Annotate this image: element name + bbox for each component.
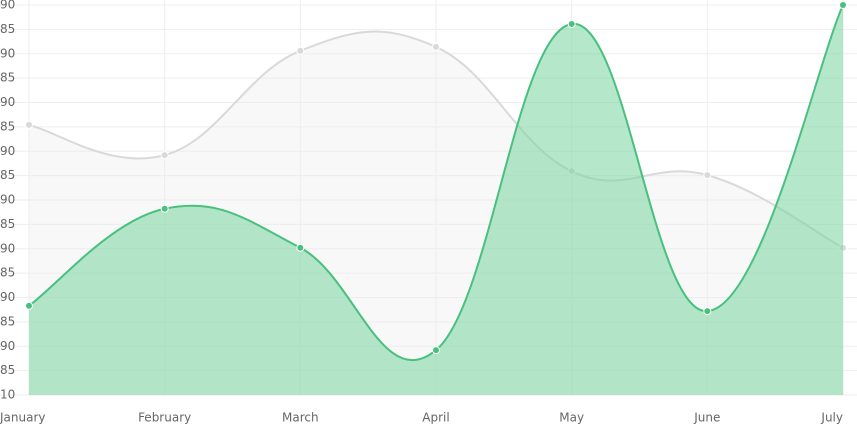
y-tick-label: 90 bbox=[0, 339, 15, 353]
x-tick-label: April bbox=[422, 411, 449, 425]
point bbox=[25, 301, 33, 310]
x-tick-label: May bbox=[559, 411, 584, 425]
y-tick-label: 90 bbox=[0, 46, 15, 60]
y-tick-label: 85 bbox=[0, 363, 15, 377]
y-tick-label: 85 bbox=[0, 119, 15, 133]
point bbox=[296, 243, 305, 252]
x-tick-label: February bbox=[138, 411, 191, 425]
x-tick-label: March bbox=[282, 411, 319, 425]
y-tick-label: 10 bbox=[0, 388, 15, 402]
y-tick-label: 85 bbox=[0, 314, 15, 328]
point bbox=[432, 346, 440, 355]
point bbox=[703, 171, 712, 180]
x-tick-label: June bbox=[693, 411, 720, 425]
x-tick-label: July bbox=[820, 411, 843, 425]
point bbox=[567, 20, 576, 29]
y-tick-label: 90 bbox=[0, 290, 15, 304]
point bbox=[296, 46, 305, 55]
y-tick-label: 85 bbox=[0, 266, 15, 280]
area-fill bbox=[29, 5, 843, 395]
point bbox=[25, 120, 33, 129]
y-tick-label: 90 bbox=[0, 241, 15, 255]
y-tick-label: 85 bbox=[0, 22, 15, 36]
point bbox=[839, 1, 847, 9]
y-tick-label: 85 bbox=[0, 217, 15, 231]
point bbox=[703, 307, 712, 316]
y-tick-label: 90 bbox=[0, 95, 15, 109]
y-tick-label: 85 bbox=[0, 168, 15, 182]
line bbox=[28, 4, 844, 361]
y-tick-label: 90 bbox=[0, 0, 15, 12]
y-tick-label: 90 bbox=[0, 144, 15, 158]
point bbox=[160, 204, 169, 213]
y-tick-label: 90 bbox=[0, 193, 15, 207]
y-tick-label: 85 bbox=[0, 71, 15, 85]
point bbox=[160, 151, 169, 160]
point bbox=[432, 42, 440, 51]
x-tick-label: January bbox=[0, 411, 46, 425]
